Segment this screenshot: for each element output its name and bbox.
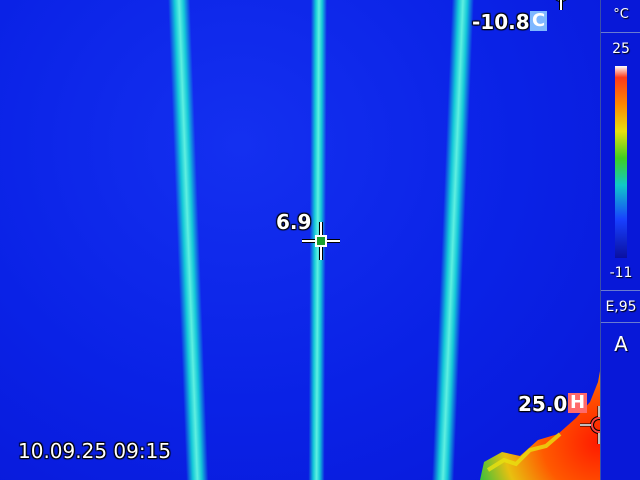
scale-max: 25 xyxy=(612,41,630,57)
pipe-left xyxy=(168,0,209,480)
scale-divider-top xyxy=(601,32,640,33)
cold-spot-value: -10.8 xyxy=(472,10,530,34)
scale-min: -11 xyxy=(609,265,633,281)
cold-spot-crosshair xyxy=(555,0,567,10)
hot-spot-tag: H xyxy=(568,392,588,413)
temperature-color-bar xyxy=(615,66,627,258)
temperature-scale-panel: °C 25 -11 E,95 A xyxy=(600,0,640,480)
center-spot-crosshair xyxy=(302,222,340,260)
scale-mode-label: A xyxy=(614,332,628,356)
center-spot-value: 6.9 xyxy=(276,210,312,234)
pipe-right xyxy=(431,0,474,480)
scale-divider-mid xyxy=(601,290,640,291)
scale-mode-indicator: A xyxy=(601,324,640,364)
timestamp: 10.09.25 09:15 xyxy=(18,439,172,463)
hot-spot-value: 25.0 xyxy=(518,392,568,416)
scale-unit: °C xyxy=(613,7,629,22)
cold-spot-tag: C xyxy=(530,10,548,31)
scale-divider-bottom xyxy=(601,322,640,323)
emissivity-value: E,95 xyxy=(605,299,637,315)
